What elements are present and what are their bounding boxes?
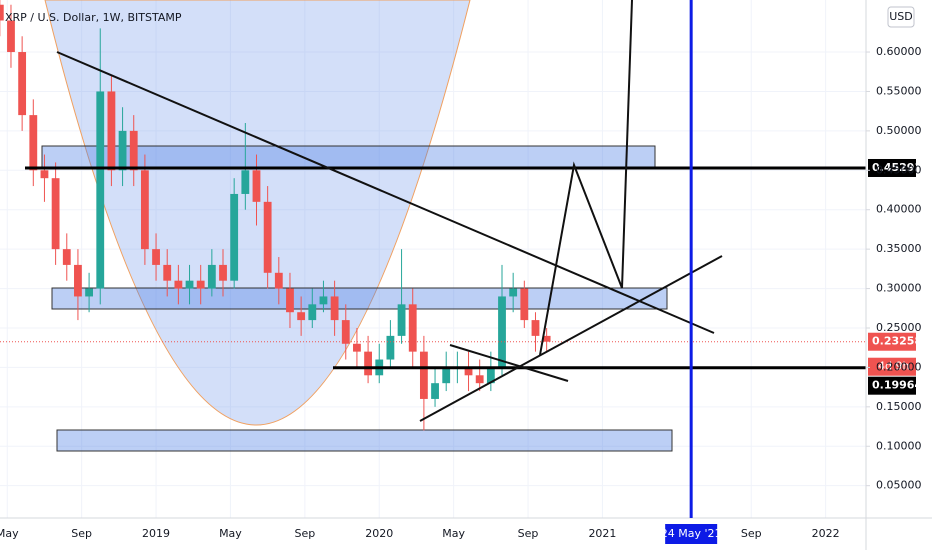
candle-body [498, 296, 506, 368]
date-marker-box [665, 524, 718, 544]
price-label: 0.23258 [872, 335, 922, 348]
candle-body [297, 312, 306, 321]
y-tick-label: 0.10000 [876, 439, 922, 452]
x-tick-label: 2021 [588, 527, 616, 540]
candle-body [74, 264, 82, 297]
trendlines [56, 0, 723, 422]
candle-body [353, 343, 361, 352]
levels [0, 166, 866, 370]
candle-body [442, 367, 451, 384]
candle-body [386, 335, 395, 360]
y-tick-label: 0.35000 [876, 242, 922, 255]
candle-body [196, 280, 205, 289]
candle-body [341, 320, 350, 344]
candle-body [230, 193, 239, 281]
x-tick-label: Sep [294, 527, 315, 540]
projection [539, 0, 633, 356]
candle-body [319, 296, 328, 305]
y-tick-label: 0.15000 [876, 400, 922, 413]
price-label-box [868, 376, 916, 395]
overlay: 0.45293 0.23258 0.19964 4d 9h [868, 158, 922, 395]
candle-body [308, 304, 317, 321]
candle-body [531, 320, 540, 336]
currency-box [887, 6, 915, 28]
chart-title: XRP / U.S. Dollar, 1W, BITSTAMP [5, 11, 182, 24]
zone-rect [51, 287, 668, 310]
candle-body [486, 367, 495, 384]
y-tick-label: 0.50000 [876, 124, 922, 137]
candle-body [140, 170, 149, 250]
ellipse-zone [44, 0, 471, 426]
x-tick-label: May [0, 527, 19, 540]
x-tick-label: 2022 [812, 527, 840, 540]
x-tick-label: 2020 [365, 527, 393, 540]
y-tick-label: 0.40000 [876, 203, 922, 216]
candle-body [152, 249, 160, 265]
candle-body [364, 351, 372, 376]
x-tick-label: May [219, 527, 242, 540]
candle-body [207, 264, 216, 289]
candle-body [118, 130, 127, 171]
candle-body [520, 288, 529, 321]
y-tick-label: 0.45000 [876, 163, 922, 176]
candle-body [40, 170, 49, 179]
candle-body [263, 201, 272, 273]
candle-body [18, 52, 27, 116]
x-tick-label: 2019 [142, 527, 170, 540]
price-label: 0.45293 [872, 161, 922, 174]
price-label: 0.19964 [872, 379, 922, 392]
candle-body [464, 367, 473, 376]
x-tick-label: Sep [71, 527, 92, 540]
candle-body [509, 288, 518, 297]
candle-body [29, 115, 38, 171]
price-label-box [868, 332, 916, 351]
zone-rect [56, 429, 673, 452]
candle-body [397, 304, 406, 336]
candle-body [51, 178, 60, 250]
x-tick-label: Sep [741, 527, 762, 540]
candle-body [408, 304, 417, 352]
candle-body [252, 170, 261, 202]
currency: USD [889, 10, 913, 23]
candle-body [7, 20, 15, 53]
price-label-box [868, 158, 916, 177]
y-tick-label: 0.30000 [876, 282, 922, 295]
y-tick-label: 0.55000 [876, 84, 922, 97]
candle-body [62, 249, 71, 265]
candle-body [129, 130, 138, 171]
candle-body [85, 288, 93, 297]
x-tick-label: May [442, 527, 465, 540]
candle-body [330, 296, 339, 321]
y-tick-label: 0.05000 [876, 479, 922, 492]
candles [0, 0, 551, 431]
candle-body [96, 91, 105, 289]
trendline [449, 344, 569, 382]
y-tick-label: 0.25000 [876, 321, 922, 334]
y-tick-label: 0.20000 [876, 360, 922, 373]
candle-body [219, 264, 227, 281]
x-tick-label: Sep [518, 527, 539, 540]
candle-body [185, 280, 194, 289]
candle-body [174, 280, 183, 289]
trendline [419, 255, 723, 422]
candle-body [107, 91, 116, 171]
candle-body [419, 351, 428, 399]
candle-body [274, 272, 283, 289]
candle-body [475, 375, 484, 384]
candle-body [431, 383, 439, 399]
date-marker-label: 24 May '21 [661, 527, 722, 540]
candle-body [0, 4, 4, 21]
candle-body [286, 288, 294, 313]
trendline [56, 51, 715, 334]
y-tick-label: 0.60000 [876, 45, 922, 58]
countdown-box [868, 357, 916, 376]
countdown: 4d 9h [878, 360, 909, 373]
candle-body [542, 335, 551, 342]
candle-body [241, 170, 250, 194]
candle-body [163, 264, 172, 281]
